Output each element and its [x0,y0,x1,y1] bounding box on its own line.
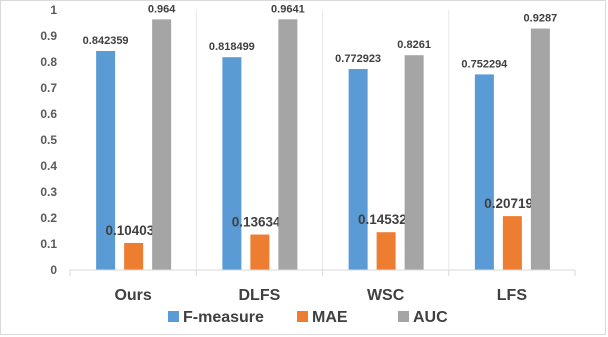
data-label: 0.772923 [335,53,381,65]
y-tick-label: 1 [50,3,57,17]
y-tick-label: 0.1 [40,237,57,251]
y-tick-label: 0.3 [40,185,57,199]
bar-mae [250,234,270,270]
x-tick-label: Ours [114,287,151,304]
bar-auc [530,28,550,271]
data-label: 0.9641 [271,3,305,15]
y-tick-label: 0.7 [40,81,57,95]
data-label: 0.818499 [209,41,255,53]
bar-auc [278,19,298,270]
y-tick-label: 0.8 [40,55,57,69]
data-label: 0.145328 [358,212,415,227]
bar-f-measure [96,50,116,270]
data-label: 0.842359 [83,35,129,47]
data-label: 0.964 [148,3,176,15]
legend-label: MAE [312,309,348,326]
y-tick-label: 0.2 [40,211,57,225]
data-label: 0.207197 [484,196,540,211]
bar-f-measure [474,74,494,270]
data-label: 0.8261 [397,39,431,51]
legend-swatch [168,311,179,322]
data-label: 0.136345 [232,215,289,230]
y-tick-label: 0.4 [40,159,57,173]
bar-mae [376,232,396,270]
bar-mae [502,216,522,270]
bar-mae [124,242,144,270]
y-tick-label: 0 [50,263,57,277]
bar-auc [152,19,172,270]
bar-f-measure [222,57,242,270]
legend-swatch [398,311,409,322]
x-tick-label: WSC [367,287,405,304]
x-tick-label: LFS [497,287,528,304]
legend-label: AUC [413,309,448,326]
bar-f-measure [348,69,368,270]
data-label: 0.9287 [524,13,558,25]
legend-label: F-measure [183,309,264,326]
y-tick-label: 0.6 [40,107,57,121]
data-label: 0.104037 [105,223,161,238]
y-tick-label: 0.5 [40,133,57,147]
x-tick-label: DLFS [238,287,280,304]
legend-swatch [297,311,308,322]
y-tick-label: 0.9 [40,29,57,43]
bar-auc [404,55,424,270]
data-label: 0.752294 [461,58,508,70]
